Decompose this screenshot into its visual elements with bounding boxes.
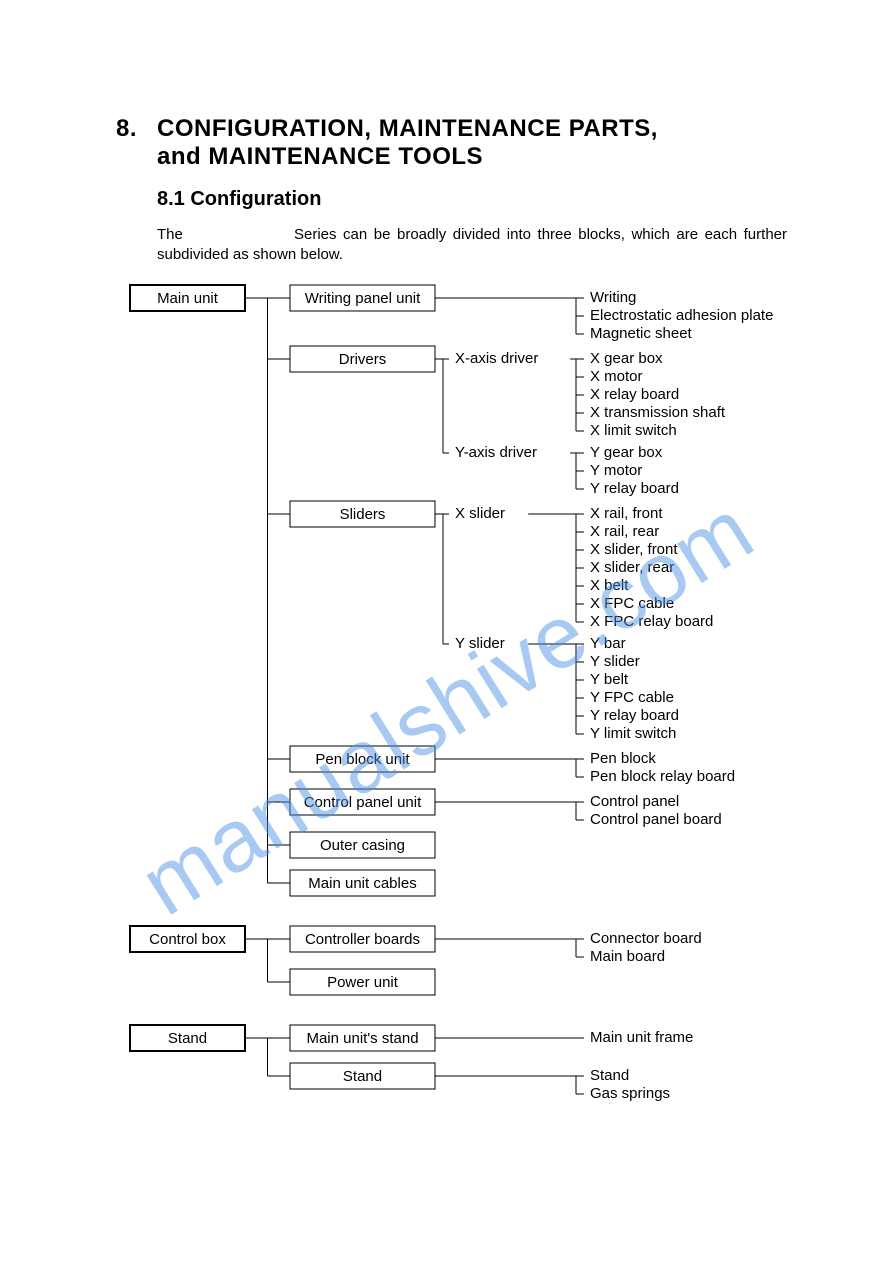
page-content: 8. CONFIGURATION, MAINTENANCE PARTS, and… <box>0 0 893 1263</box>
l3-label: X-axis driver <box>455 350 538 367</box>
leaf-item: Stand <box>590 1067 629 1084</box>
l2-box-label: Power unit <box>327 974 399 991</box>
leaf-item: Writing <box>590 289 636 306</box>
l2-box-label: Stand <box>343 1068 382 1085</box>
leaf-item: Pen block <box>590 750 656 767</box>
leaf-item: X FPC cable <box>590 595 674 612</box>
leaf-item: Control panel board <box>590 811 722 828</box>
leaf-item: Pen block relay board <box>590 768 735 785</box>
leaf-item: Y FPC cable <box>590 689 674 706</box>
leaf-item: X limit switch <box>590 422 677 439</box>
root-box-label: Stand <box>168 1030 207 1047</box>
leaf-item: Y slider <box>590 653 640 670</box>
leaf-item: Y relay board <box>590 707 679 724</box>
tree-diagram: Main unit Writing panel unit WritingElectr… <box>0 0 893 1263</box>
leaf-item: Control panel <box>590 793 679 810</box>
l3-label: Y-axis driver <box>455 444 537 461</box>
root-box-label: Main unit <box>157 290 219 307</box>
l2-box-label: Drivers <box>339 351 387 368</box>
leaf-item: Y gear box <box>590 444 663 461</box>
l2-box-label: Sliders <box>340 506 386 523</box>
leaf-item: Connector board <box>590 930 702 947</box>
leaf-item: X FPC relay board <box>590 613 713 630</box>
leaf-item: Y belt <box>590 671 629 688</box>
leaf-item: X rail, rear <box>590 523 659 540</box>
leaf-item: X relay board <box>590 386 679 403</box>
leaf-item: Main unit frame <box>590 1029 693 1046</box>
leaf-item: Y limit switch <box>590 725 676 742</box>
l2-box-label: Main unit's stand <box>306 1030 418 1047</box>
leaf-item: Electrostatic adhesion plate <box>590 307 773 324</box>
l2-box-label: Writing panel unit <box>305 290 421 307</box>
l3-label: X slider <box>455 505 505 522</box>
leaf-item: Gas springs <box>590 1085 670 1102</box>
l2-box-label: Outer casing <box>320 837 405 854</box>
leaf-item: X gear box <box>590 350 663 367</box>
leaf-item: X rail, front <box>590 505 663 522</box>
leaf-item: X motor <box>590 368 643 385</box>
leaf-item: X transmission shaft <box>590 404 726 421</box>
leaf-item: X slider, rear <box>590 559 674 576</box>
leaf-item: Magnetic sheet <box>590 325 693 342</box>
leaf-item: Main board <box>590 948 665 965</box>
l2-box-label: Pen block unit <box>315 751 410 768</box>
leaf-item: Y bar <box>590 635 626 652</box>
l2-box-label: Controller boards <box>305 931 420 948</box>
leaf-item: Y motor <box>590 462 642 479</box>
leaf-item: X belt <box>590 577 629 594</box>
leaf-item: Y relay board <box>590 480 679 497</box>
root-box-label: Control box <box>149 931 226 948</box>
l3-label: Y slider <box>455 635 505 652</box>
leaf-item: X slider, front <box>590 541 678 558</box>
l2-box-label: Main unit cables <box>308 875 416 892</box>
l2-box-label: Control panel unit <box>304 794 422 811</box>
